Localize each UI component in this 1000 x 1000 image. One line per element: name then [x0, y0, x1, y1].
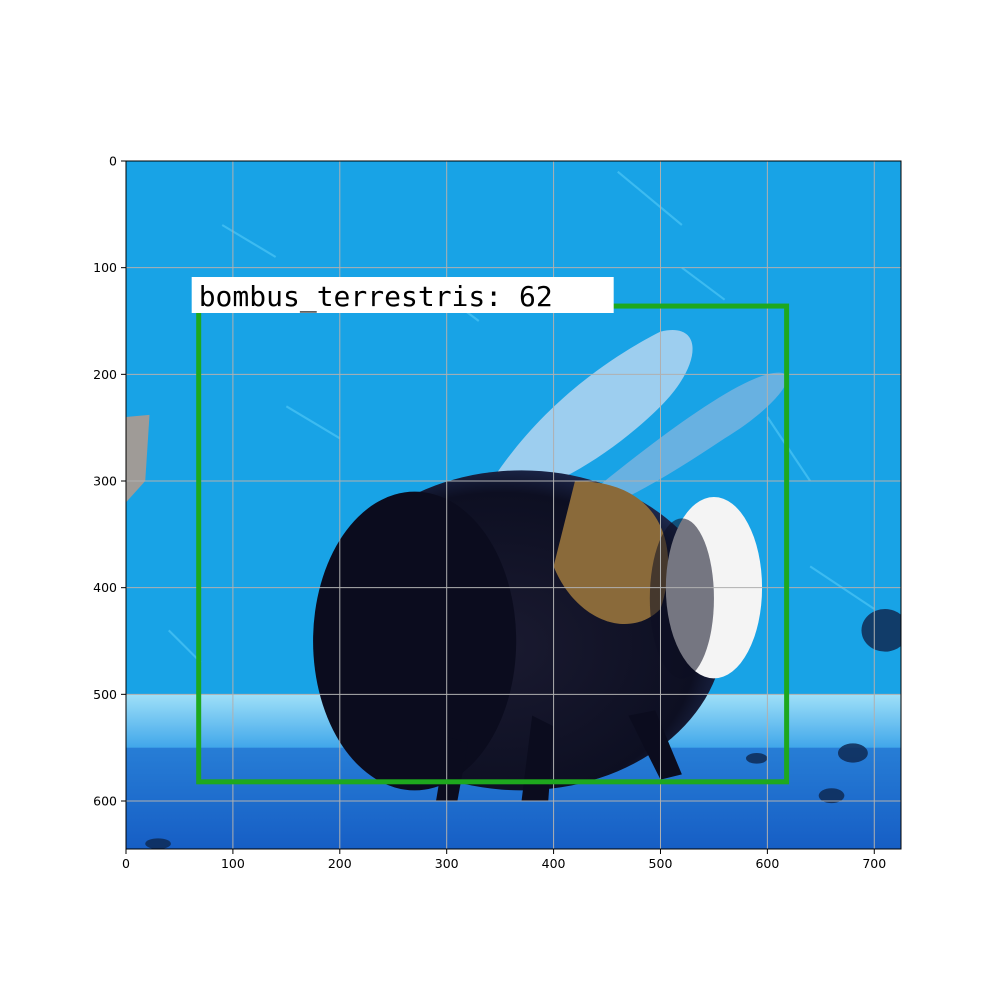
y-tick-label: 300: [93, 474, 117, 489]
axes-frame: [125, 160, 902, 850]
y-tick-label: 500: [93, 687, 117, 702]
y-tick-label: 400: [93, 580, 117, 595]
x-tick-label: 500: [649, 856, 673, 871]
detection-label: bombus_terrestris: 62: [199, 280, 553, 314]
y-tick-label: 600: [93, 794, 117, 809]
x-tick-label: 300: [435, 856, 459, 871]
bee-photo: [126, 161, 902, 850]
y-tick-label: 0: [109, 154, 117, 169]
x-axis: 0 100 200 300 400 500 600 700: [122, 849, 886, 871]
detection-label-background: [191, 277, 614, 313]
y-tick-label: 100: [93, 260, 117, 275]
x-tick-label: 0: [122, 856, 130, 871]
detection-overlay: bombus_terrestris: 62: [191, 277, 790, 785]
x-tick-label: 200: [328, 856, 352, 871]
x-tick-label: 100: [221, 856, 245, 871]
x-tick-label: 600: [755, 856, 779, 871]
y-axis: 0 100 200 300 400 500 600: [93, 154, 126, 809]
x-tick-label: 400: [542, 856, 566, 871]
x-tick-label: 700: [862, 856, 886, 871]
y-tick-label: 200: [93, 367, 117, 382]
